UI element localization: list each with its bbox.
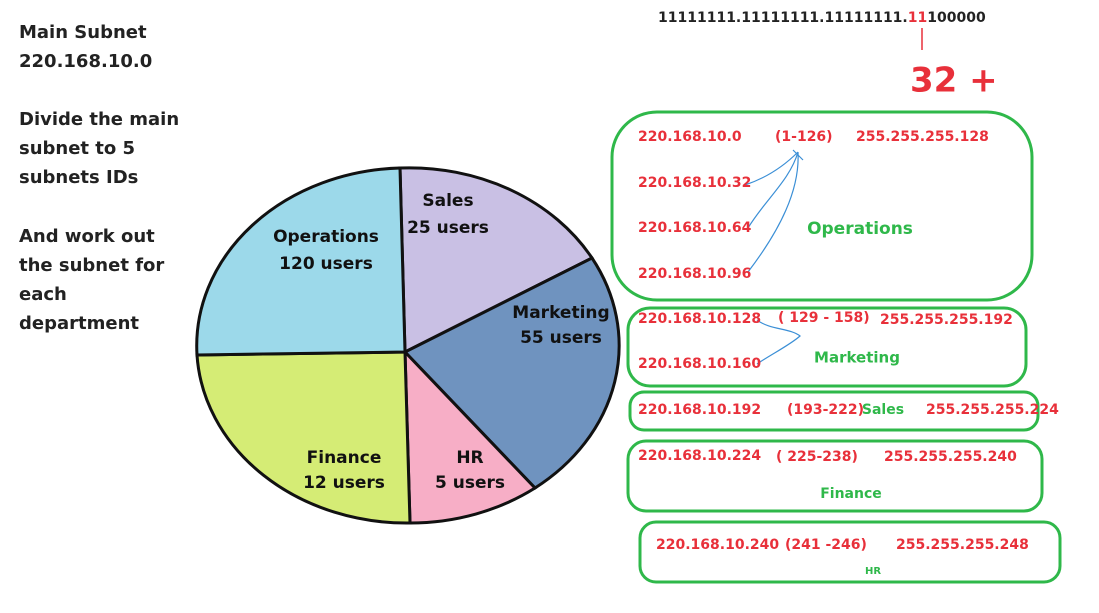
subnet-id: 220.168.10.128 [638,311,761,327]
slice-name: Marketing [512,303,609,323]
slice-users: 12 users [303,473,385,493]
subnet-id: 220.168.10.0 [638,129,742,145]
slice-users: 25 users [407,218,489,238]
note-line: subnet to 5 [19,138,135,159]
pie-slice [195,166,407,357]
subnet-id: 220.168.10.192 [638,402,761,418]
hand-line [756,319,801,365]
pie [195,166,621,525]
note-line: Divide the main [19,109,179,130]
hand-line [744,149,804,273]
slice-users: 55 users [520,328,602,348]
slice-users: 5 users [435,473,505,493]
slice-name: HR [456,448,483,468]
department: Operations [807,219,913,239]
binary-part: 11 [908,10,927,26]
department: Finance [820,486,882,502]
slice-name: Operations [273,227,379,247]
note-line: each [19,284,67,305]
subnet-mask: 255.255.255.128 [856,129,989,145]
pie-slice [398,166,595,355]
box [626,306,1028,388]
slice-name: Sales [422,191,473,211]
box [610,110,1034,302]
subnet-id: 220.168.10.64 [638,220,752,236]
subnet-id: 220.168.10.224 [638,448,761,464]
subnet-id: 220.168.10.32 [638,175,751,191]
host-range: (193-222) [787,402,864,418]
subnet-id: 220.168.10.96 [638,266,751,282]
note-line: 220.168.10.0 [19,51,152,72]
subnet-mask: 255.255.255.192 [880,312,1013,328]
note-line: department [19,313,139,334]
pie-slice [403,348,538,525]
subnet-mask: 255.255.255.240 [884,449,1017,465]
subnet-id: 220.168.10.160 [638,356,761,372]
host-range: (1-126) [775,129,833,145]
subnet-mask: 255.255.255.224 [926,402,1059,418]
department: Sales [862,402,904,418]
note-line: the subnet for [19,255,164,276]
boxes [610,110,1062,584]
subnet-mask: 255.255.255.248 [896,537,1029,553]
handwritten-note: 32 + [910,61,998,101]
host-range: ( 225-238) [776,449,858,465]
pie-slice [402,256,621,490]
box [628,390,1040,432]
department: HR [865,566,881,577]
box [638,520,1062,584]
hand-lines [744,149,804,365]
pie-slice [195,350,412,525]
binary-mask: 11111111.11111111.11111111.11100000 [658,10,986,26]
binary-part: 11111111.11111111.11111111. [658,10,908,26]
slice-users: 120 users [279,254,373,274]
subnet-id: 220.168.10.240 [656,537,779,553]
box [626,439,1044,513]
note-line: subnets IDs [19,167,138,188]
host-range: (241 -246) [785,537,867,553]
note-line: And work out [19,226,155,247]
note-line: Main Subnet [19,22,147,43]
host-range: ( 129 - 158) [778,310,870,326]
slice-name: Finance [307,448,382,468]
department: Marketing [814,349,900,367]
binary-part: 100000 [927,10,986,26]
